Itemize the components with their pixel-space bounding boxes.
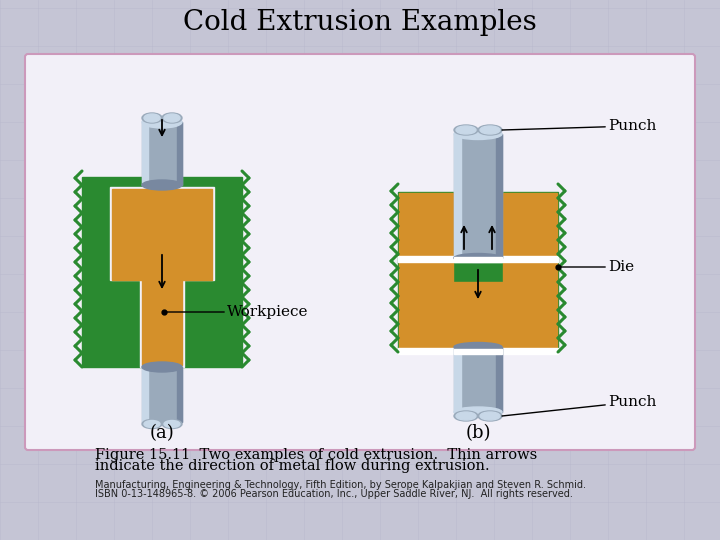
Ellipse shape <box>162 113 182 123</box>
Bar <box>496 134 502 258</box>
Ellipse shape <box>456 412 476 420</box>
Ellipse shape <box>478 411 502 421</box>
Bar <box>454 349 502 354</box>
Bar <box>142 367 182 422</box>
FancyBboxPatch shape <box>25 54 695 450</box>
Ellipse shape <box>454 253 502 262</box>
Ellipse shape <box>164 114 180 122</box>
Bar <box>140 230 184 367</box>
Ellipse shape <box>454 407 502 417</box>
Bar <box>142 122 148 185</box>
Ellipse shape <box>480 412 500 420</box>
Bar <box>454 347 502 412</box>
Bar <box>456 327 500 351</box>
Ellipse shape <box>454 342 502 352</box>
Text: indicate the direction of metal flow during extrusion.: indicate the direction of metal flow dur… <box>95 459 490 473</box>
Ellipse shape <box>162 420 182 429</box>
Bar <box>142 122 182 185</box>
Bar <box>82 177 242 367</box>
Ellipse shape <box>478 125 502 135</box>
Ellipse shape <box>456 126 476 134</box>
Ellipse shape <box>142 113 162 123</box>
Bar <box>398 256 558 262</box>
Bar <box>454 284 502 357</box>
Bar <box>454 257 502 262</box>
Ellipse shape <box>144 114 160 122</box>
Bar <box>454 134 502 258</box>
Ellipse shape <box>164 421 180 428</box>
Ellipse shape <box>480 126 500 134</box>
Text: Workpiece: Workpiece <box>164 305 308 319</box>
Text: Punch: Punch <box>502 395 657 416</box>
Ellipse shape <box>142 362 182 372</box>
Bar <box>398 348 558 354</box>
Ellipse shape <box>142 420 162 429</box>
Bar <box>454 347 461 412</box>
Bar <box>142 367 148 422</box>
Bar <box>454 134 461 258</box>
Bar <box>398 192 558 352</box>
Bar <box>454 175 502 260</box>
Bar <box>177 122 182 185</box>
Text: Manufacturing, Engineering & Technology, Fifth Edition, by Serope Kalpakjian and: Manufacturing, Engineering & Technology,… <box>95 480 586 490</box>
Bar <box>112 189 212 280</box>
Ellipse shape <box>454 125 478 135</box>
Text: Die: Die <box>558 260 634 274</box>
Text: (b): (b) <box>465 424 491 442</box>
Bar <box>399 282 557 351</box>
Bar <box>503 193 557 282</box>
Bar <box>177 367 182 422</box>
Text: Figure 15.11  Two examples of cold extrusion.  Thin arrows: Figure 15.11 Two examples of cold extrus… <box>95 448 537 462</box>
Text: Punch: Punch <box>502 119 657 133</box>
Bar <box>399 193 453 282</box>
Bar <box>142 232 182 365</box>
Ellipse shape <box>142 180 182 190</box>
Text: (a): (a) <box>150 424 174 442</box>
Bar <box>110 187 214 280</box>
Text: Cold Extrusion Examples: Cold Extrusion Examples <box>183 9 537 36</box>
Ellipse shape <box>144 421 160 428</box>
Ellipse shape <box>142 116 182 128</box>
Bar <box>496 347 502 412</box>
Ellipse shape <box>454 129 502 139</box>
Ellipse shape <box>454 411 478 421</box>
Text: ISBN 0-13-148965-8. © 2006 Pearson Education, Inc., Upper Saddle River, NJ.  All: ISBN 0-13-148965-8. © 2006 Pearson Educa… <box>95 489 573 499</box>
